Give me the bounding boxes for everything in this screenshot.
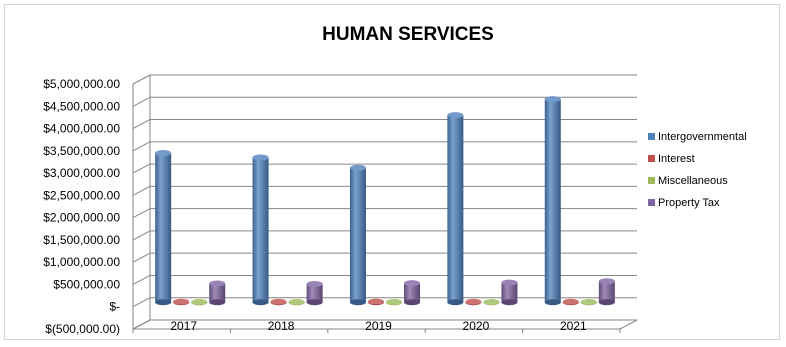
y-axis-tick-labels: $(500,000.00) $- $500,000.00 $1,000,000.00 $… bbox=[43, 77, 120, 336]
gridline-side bbox=[132, 163, 151, 174]
bar-top-cap bbox=[367, 298, 384, 305]
y-tick-label: $2,000,000.00 bbox=[43, 211, 120, 225]
bar-top-cap bbox=[191, 298, 208, 305]
bar-top-cap bbox=[288, 299, 305, 306]
y-tick-label: $3,500,000.00 bbox=[43, 144, 120, 158]
gridline-side bbox=[132, 119, 151, 129]
gridline-side bbox=[132, 141, 151, 152]
bar-top-cap bbox=[501, 279, 518, 286]
bar-top-cap bbox=[252, 154, 269, 161]
bar-base-cap bbox=[306, 299, 323, 306]
x-axis-category-labels: 2017 2018 2019 2020 2021 bbox=[170, 319, 587, 333]
legend-swatch bbox=[648, 177, 655, 184]
x-category-label: 2020 bbox=[463, 319, 490, 333]
bar-base-cap bbox=[155, 299, 172, 306]
bar-base-cap bbox=[252, 299, 269, 306]
bar-top-cap bbox=[465, 298, 482, 305]
bar-top-cap bbox=[155, 150, 172, 156]
y-tick-label: $(500,000.00) bbox=[45, 322, 120, 336]
legend-label: Interest bbox=[658, 153, 695, 165]
gridline-side bbox=[132, 319, 151, 330]
legend-swatch bbox=[648, 155, 655, 162]
gridline-side bbox=[132, 185, 151, 196]
x-category-label: 2018 bbox=[268, 319, 295, 333]
bar-intergovernmental-2018 bbox=[252, 157, 269, 303]
bar-base-cap bbox=[349, 299, 366, 306]
bar-base-cap bbox=[404, 299, 421, 306]
gridline-side bbox=[132, 297, 151, 308]
gridline-side bbox=[132, 96, 151, 107]
legend-label: Intergovernmental bbox=[658, 131, 747, 143]
y-tick-label: $2,500,000.00 bbox=[43, 188, 120, 202]
y-tick-label: $3,000,000.00 bbox=[43, 166, 120, 180]
bar-base-cap bbox=[598, 299, 615, 306]
legend: Intergovernmental Interest Miscellaneous Pr… bbox=[648, 131, 747, 209]
bar-base-cap bbox=[501, 299, 518, 306]
bar-top-cap bbox=[483, 299, 500, 306]
y-tick-label: $4,500,000.00 bbox=[43, 99, 120, 113]
bar-property-tax-2018 bbox=[306, 283, 323, 303]
legend-swatch bbox=[648, 133, 655, 140]
bar-property-tax-2021 bbox=[598, 281, 615, 303]
y-tick-label: $1,500,000.00 bbox=[43, 233, 120, 247]
y-tick-label: $- bbox=[109, 300, 120, 314]
x-category-label: 2019 bbox=[365, 319, 392, 333]
bar-intergovernmental-2017 bbox=[155, 153, 172, 303]
bar-top-cap bbox=[270, 298, 287, 305]
bar-top-cap bbox=[209, 280, 226, 287]
bar-top-cap bbox=[580, 298, 597, 305]
bar-property-tax-2019 bbox=[404, 283, 421, 303]
bar-top-cap bbox=[562, 298, 579, 305]
bar-base-cap bbox=[447, 299, 464, 306]
legend-label: Property Tax bbox=[658, 197, 720, 209]
bar-top-cap bbox=[306, 280, 323, 287]
chart-title: HUMAN SERVICES bbox=[322, 24, 494, 45]
bar-series bbox=[155, 96, 615, 306]
bar-base-cap bbox=[544, 299, 561, 306]
gridlines bbox=[132, 74, 637, 330]
x-category-label: 2021 bbox=[560, 319, 587, 333]
gridline-side bbox=[132, 252, 151, 263]
gridline-side bbox=[132, 208, 151, 219]
bar-intergovernmental-2019 bbox=[349, 167, 366, 303]
bar-intergovernmental-2020 bbox=[447, 115, 464, 303]
legend-label: Miscellaneous bbox=[658, 175, 728, 187]
y-tick-label: $4,000,000.00 bbox=[43, 122, 120, 136]
y-tick-label: $1,000,000.00 bbox=[43, 255, 120, 269]
y-tick-label: $500,000.00 bbox=[53, 277, 120, 291]
bar-top-cap bbox=[598, 278, 615, 285]
gridline-side bbox=[132, 230, 151, 241]
gridline-side bbox=[132, 74, 151, 85]
bar-top-cap bbox=[447, 112, 464, 119]
bar-intergovernmental-2021 bbox=[544, 99, 561, 303]
bar-top-cap bbox=[404, 280, 421, 287]
bar-top-cap bbox=[349, 164, 366, 171]
bar-top-cap bbox=[173, 298, 190, 305]
bar-property-tax-2020 bbox=[501, 282, 518, 303]
legend-swatch bbox=[648, 199, 655, 206]
y-tick-label: $5,000,000.00 bbox=[43, 77, 120, 91]
x-category-label: 2017 bbox=[170, 319, 197, 333]
bar-base-cap bbox=[209, 299, 226, 306]
plot-walls bbox=[132, 75, 638, 333]
bar-top-cap bbox=[386, 298, 403, 305]
bar-property-tax-2017 bbox=[209, 283, 226, 303]
gridline-side bbox=[132, 275, 151, 285]
bar-top-cap bbox=[544, 96, 561, 103]
